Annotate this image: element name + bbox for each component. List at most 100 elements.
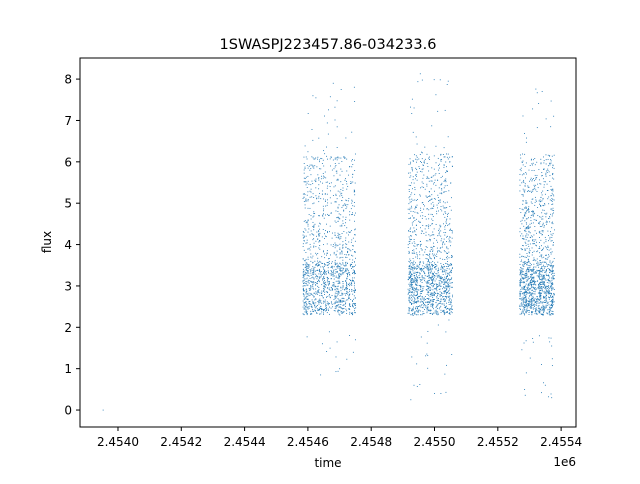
data-point <box>353 266 355 268</box>
data-point <box>521 287 523 289</box>
data-point <box>548 249 550 251</box>
data-point <box>317 158 319 160</box>
data-point <box>551 288 553 289</box>
data-point <box>340 304 342 305</box>
data-point <box>344 288 346 290</box>
data-point <box>550 281 552 283</box>
data-point <box>419 293 421 295</box>
data-point <box>430 177 432 178</box>
x-tick-label: 2.4544 <box>224 435 266 449</box>
data-point <box>410 194 412 196</box>
data-point <box>536 177 538 178</box>
data-point <box>449 240 451 241</box>
data-point <box>318 291 319 293</box>
data-point <box>412 179 414 181</box>
data-point <box>337 267 339 269</box>
data-point <box>430 270 432 272</box>
data-point <box>526 218 528 220</box>
data-point <box>414 307 416 309</box>
data-point <box>534 272 536 274</box>
data-point <box>437 292 439 294</box>
data-point <box>521 219 523 221</box>
data-point <box>332 285 334 287</box>
data-point <box>336 271 338 273</box>
data-point <box>553 210 555 212</box>
data-point <box>438 284 440 286</box>
data-point <box>430 278 432 280</box>
data-point <box>332 271 334 273</box>
data-point <box>545 118 547 120</box>
data-point <box>345 216 347 218</box>
data-point <box>305 235 307 237</box>
data-point <box>552 190 554 192</box>
data-point <box>319 248 321 250</box>
data-point <box>422 278 424 280</box>
data-point <box>407 288 409 290</box>
data-point <box>302 272 304 274</box>
data-point <box>439 294 441 295</box>
data-point <box>535 178 537 180</box>
data-point <box>305 291 307 292</box>
data-point <box>303 278 305 280</box>
data-point <box>339 314 341 316</box>
data-point <box>545 292 547 294</box>
data-point <box>411 198 413 200</box>
data-point <box>354 229 356 231</box>
data-point <box>432 313 433 315</box>
data-point <box>313 196 315 198</box>
data-point <box>539 296 540 298</box>
data-point <box>438 308 440 310</box>
data-point <box>317 269 318 271</box>
data-point <box>330 244 332 246</box>
data-point <box>536 313 538 315</box>
data-point <box>313 278 315 280</box>
data-point <box>432 273 434 274</box>
data-point <box>318 233 320 235</box>
data-point <box>321 262 323 264</box>
data-point <box>310 285 312 287</box>
data-point <box>539 270 541 272</box>
data-point <box>526 275 528 277</box>
data-point <box>520 313 522 315</box>
data-point <box>307 207 309 209</box>
data-point <box>545 297 547 299</box>
data-point <box>544 287 546 288</box>
data-point <box>553 154 555 156</box>
data-point <box>417 314 419 316</box>
data-point <box>541 194 543 196</box>
data-point <box>314 305 316 307</box>
data-point <box>328 231 330 233</box>
data-point <box>553 272 555 274</box>
data-point <box>327 283 329 285</box>
data-point <box>411 167 413 169</box>
data-point <box>352 255 354 257</box>
data-point <box>540 307 542 309</box>
data-point <box>413 281 415 283</box>
data-point <box>354 170 356 172</box>
data-point <box>343 231 345 232</box>
data-point <box>417 277 418 279</box>
data-point <box>303 279 305 281</box>
data-point <box>346 278 348 280</box>
data-point <box>532 292 534 294</box>
data-point <box>531 247 533 249</box>
data-point <box>537 292 539 294</box>
data-point <box>426 268 428 270</box>
data-point <box>543 256 545 258</box>
data-point <box>442 288 443 290</box>
data-point <box>305 252 307 253</box>
data-point <box>537 187 539 189</box>
data-point <box>432 247 434 249</box>
data-point <box>519 292 521 294</box>
data-point <box>347 251 349 253</box>
data-point <box>432 216 434 218</box>
data-point <box>523 291 525 293</box>
data-point <box>408 218 410 220</box>
data-point <box>534 271 536 273</box>
data-point <box>345 271 347 273</box>
data-point <box>534 288 536 290</box>
data-point <box>340 287 342 289</box>
data-point <box>334 119 336 121</box>
data-point <box>417 306 419 308</box>
data-point <box>411 288 413 290</box>
